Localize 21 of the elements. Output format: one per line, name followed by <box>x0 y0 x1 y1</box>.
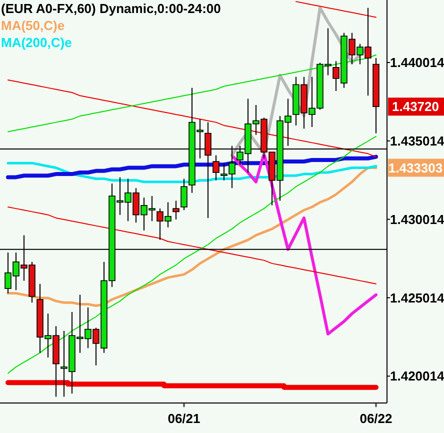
chart-title: (EUR A0-FX,60) Dynamic,0:00-24:00 <box>1 1 221 16</box>
candlestick <box>212 154 220 181</box>
text: MA(50,C)e <box>1 18 65 33</box>
line-series <box>6 166 378 308</box>
y-tick-label: 1.420014 <box>390 368 444 384</box>
y-tick-label: 1.433303 <box>388 160 443 176</box>
y-tick-label: 1.440014 <box>390 55 444 70</box>
y-tick-label: 1.430014 <box>390 212 444 227</box>
line-series <box>230 152 378 336</box>
candlestick <box>180 178 188 211</box>
x-tick-label: 06/22 <box>360 411 392 426</box>
y-tick-label: 1.425014 <box>390 290 444 306</box>
line-series <box>8 79 376 158</box>
y-tick-label: 1.435014 <box>390 133 444 148</box>
candlestick <box>172 200 180 220</box>
y-tick-label: 1.43720 <box>392 99 439 114</box>
text: MA(200,C)e <box>1 35 72 50</box>
line-series <box>8 136 376 374</box>
line-series <box>296 1 376 18</box>
line-series <box>8 206 376 284</box>
x-tick-label: 06/21 <box>168 411 200 426</box>
